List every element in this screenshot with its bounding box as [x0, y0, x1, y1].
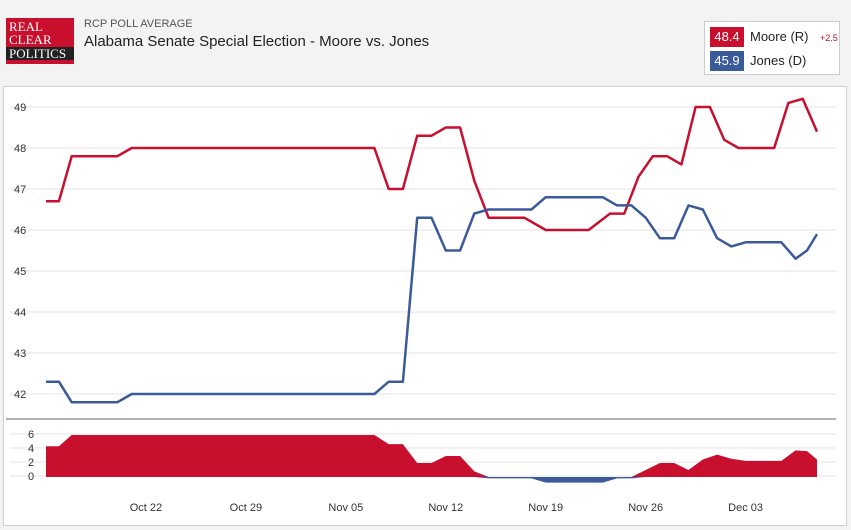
moore-value-badge: 48.4	[710, 27, 744, 47]
moore-change: +2.5	[820, 33, 838, 43]
chart-subtitle: RCP POLL AVERAGE	[84, 18, 193, 30]
legend-item-moore[interactable]: 48.4 Moore (R) +2.5	[710, 27, 838, 47]
jones-value-badge: 45.9	[710, 51, 744, 71]
y-tick-label: 48	[14, 143, 26, 155]
x-tick-label: Nov 26	[628, 502, 663, 514]
spread-area-jones	[46, 477, 817, 483]
x-tick-label: Nov 05	[328, 502, 363, 514]
moore-name: Moore (R)	[750, 29, 809, 44]
x-tick-label: Oct 22	[130, 502, 162, 514]
x-tick-label: Dec 03	[728, 502, 763, 514]
logo-line-2: CLEAR	[9, 32, 52, 47]
x-tick-label: Nov 12	[428, 502, 463, 514]
spread-tick-label: 2	[28, 457, 34, 469]
logo-line-1: REAL	[9, 19, 43, 34]
y-tick-label: 46	[14, 225, 26, 237]
spread-tick-label: 0	[28, 471, 34, 483]
legend-item-jones[interactable]: 45.9 Jones (D)	[710, 51, 838, 71]
y-tick-label: 49	[14, 102, 26, 114]
spread-tick-label: 6	[28, 429, 34, 441]
y-tick-label: 45	[14, 266, 26, 278]
spread-tick-label: 4	[28, 443, 34, 455]
header: REAL CLEAR POLITICS RCP POLL AVERAGE Ala…	[0, 0, 851, 84]
rcp-logo[interactable]: REAL CLEAR POLITICS	[6, 18, 74, 64]
logo-line-3: POLITICS	[6, 47, 74, 60]
legend: 48.4 Moore (R) +2.5 45.9 Jones (D)	[704, 21, 840, 75]
y-tick-label: 42	[14, 389, 26, 401]
x-tick-label: Nov 19	[528, 502, 563, 514]
y-tick-label: 44	[14, 307, 26, 319]
chart-title: Alabama Senate Special Election - Moore …	[84, 33, 430, 50]
series-line-jones	[46, 195, 819, 404]
x-tick-label: Oct 29	[230, 502, 262, 514]
series-line-moore	[46, 97, 819, 232]
spread-area-moore	[46, 435, 817, 477]
y-tick-label: 47	[14, 184, 26, 196]
y-tick-label: 43	[14, 348, 26, 360]
jones-name: Jones (D)	[750, 53, 807, 68]
